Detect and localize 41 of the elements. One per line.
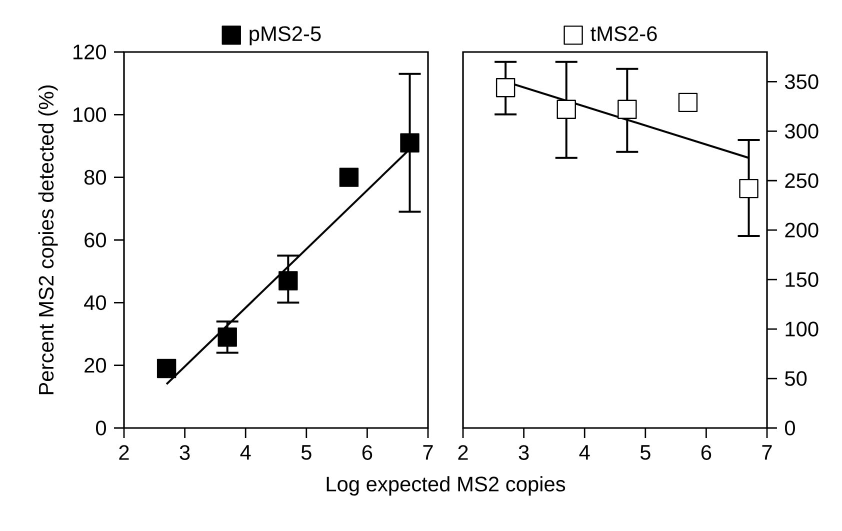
y-axis-title: Percent MS2 copies detected (%) — [38, 86, 58, 394]
x-tick-label: 5 — [301, 445, 312, 460]
y-tick-label: 40 — [84, 295, 106, 310]
x-tick-label: 3 — [518, 445, 529, 460]
x-tick-label: 4 — [240, 445, 251, 460]
point — [339, 168, 359, 187]
y-tick-label: 200 — [785, 222, 818, 238]
point — [156, 358, 176, 378]
point — [678, 92, 698, 112]
x-tick-label: 5 — [640, 445, 650, 460]
y-tick-label: 100 — [74, 107, 106, 122]
point — [618, 100, 637, 119]
point — [400, 133, 420, 152]
legend-label: tMS2-6 — [590, 26, 657, 42]
y-tick-label: 120 — [74, 44, 106, 60]
y-tick-label: 20 — [84, 358, 106, 373]
x-tick-label: 7 — [762, 445, 772, 460]
x-tick-label: 6 — [362, 445, 372, 460]
point — [278, 271, 298, 290]
y-tick-label: 100 — [786, 322, 818, 336]
point — [739, 178, 758, 198]
point — [218, 328, 237, 347]
y-tick-label: 0 — [784, 420, 795, 436]
y-tick-label: 80 — [84, 170, 106, 185]
x-tick-label: 4 — [579, 445, 590, 460]
x-tick-label: 3 — [180, 445, 190, 460]
y-tick-label: 50 — [785, 371, 807, 386]
y-tick-label: 350 — [784, 74, 818, 90]
x-tick-label: 2 — [458, 445, 468, 460]
point — [496, 78, 516, 98]
y-tick-label: 60 — [84, 232, 106, 248]
y-tick-label: 300 — [784, 124, 818, 139]
legend-label: pMS2-5 — [250, 26, 321, 46]
y-tick-label: 150 — [786, 272, 818, 287]
x-tick-label: 6 — [701, 445, 712, 460]
x-axis-title: Log expected MS2 copies — [326, 476, 566, 496]
x-tick-label: 7 — [423, 445, 433, 460]
y-tick-label: 0 — [96, 420, 106, 436]
y-tick-label: 250 — [785, 173, 818, 188]
x-tick-label: 2 — [119, 445, 129, 460]
point — [556, 100, 576, 119]
